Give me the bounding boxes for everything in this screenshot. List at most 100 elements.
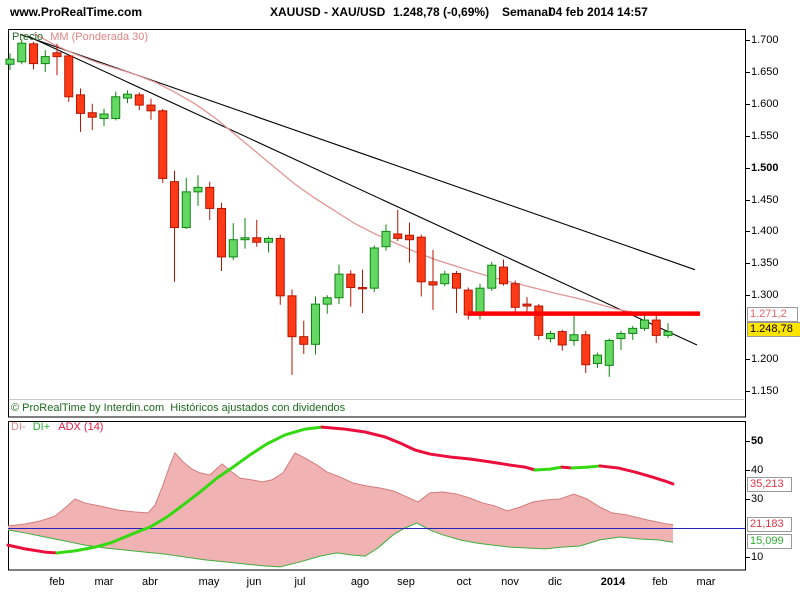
indicator-axis-label: 50 xyxy=(751,435,764,447)
candle-body xyxy=(463,289,473,316)
candle-body xyxy=(29,43,38,65)
timeframe-label: Semanal xyxy=(502,5,552,19)
time-axis-label: dic xyxy=(547,576,563,588)
candle-body xyxy=(87,112,97,118)
indicator-legend: DI- DI+ ADX (14) xyxy=(11,421,103,433)
candle-body xyxy=(663,331,673,336)
candle-body xyxy=(334,273,344,299)
time-axis-label: abr xyxy=(142,576,158,588)
candle-body xyxy=(99,113,109,119)
candle-body xyxy=(369,247,379,289)
candle-body xyxy=(52,52,62,58)
adx-segment-green xyxy=(533,465,564,472)
resistance-price-tag: 1.271,2 xyxy=(747,307,798,322)
indicator-axis-label: 30 xyxy=(751,493,764,505)
adx-segment-red xyxy=(320,425,537,472)
price-series-label: Precio xyxy=(12,31,44,43)
di-minus-label: DI- xyxy=(11,421,26,433)
candle-body xyxy=(381,230,391,248)
di-spread-area xyxy=(8,452,673,567)
candle-body xyxy=(569,334,579,341)
candle-body xyxy=(534,305,544,336)
candle-body xyxy=(64,55,74,98)
indicator-axis-label: 40 xyxy=(751,464,764,476)
price-axis-label: 1.500 xyxy=(751,161,779,174)
time-axis-label: jun xyxy=(246,576,262,588)
candle-body xyxy=(346,273,356,289)
price-axis-label: 1.350 xyxy=(751,257,779,270)
candle-body xyxy=(522,303,532,307)
time-axis-label: feb xyxy=(49,576,65,588)
price-axis-label: 1.400 xyxy=(751,225,779,238)
instrument-label: XAUUSD - XAU/USD xyxy=(270,5,386,19)
candle-body xyxy=(193,186,203,193)
time-axis-label: 2014 xyxy=(600,576,626,588)
time-axis-label: mar xyxy=(94,576,114,588)
price-axis-label: 1.150 xyxy=(751,384,779,397)
time-axis-label: may xyxy=(198,576,220,588)
candle-body xyxy=(134,94,144,106)
candle-body xyxy=(111,96,121,119)
time-axis-label: oct xyxy=(456,576,472,588)
candle-body xyxy=(264,237,273,243)
price-axis-label: 1.650 xyxy=(751,65,779,78)
price-axis-label: 1.200 xyxy=(751,353,779,365)
adx-value-tag: 35,213 xyxy=(747,477,792,492)
adx-segment-green xyxy=(570,464,602,470)
time-axis-label: feb xyxy=(652,576,668,588)
adx-segment-red xyxy=(6,543,59,555)
candle-body xyxy=(123,93,132,99)
candle-body xyxy=(358,287,367,290)
price-axis-label: 1.300 xyxy=(751,289,779,302)
time-axis-label: mar xyxy=(696,576,716,588)
candle-body xyxy=(405,234,414,241)
candle-body xyxy=(440,273,450,285)
candle-body xyxy=(452,273,461,289)
candle-body xyxy=(146,104,156,112)
candle-body xyxy=(628,327,638,334)
indicator-axis-label: 10 xyxy=(751,551,764,563)
last-price-change: 1.248,78 (-0,69%) xyxy=(393,5,490,19)
datetime-label: 04 feb 2014 14:57 xyxy=(549,5,648,19)
candle-body xyxy=(557,331,567,346)
site-label: www.ProRealTime.com xyxy=(10,5,143,19)
candle-body xyxy=(546,332,555,340)
candle-body xyxy=(205,186,215,209)
time-axis-label: jul xyxy=(294,576,306,588)
candle-body xyxy=(593,354,602,364)
candle-body xyxy=(428,281,438,286)
time-axis-label: nov xyxy=(501,576,519,588)
candle-body xyxy=(252,237,262,243)
di-plus-line xyxy=(7,522,674,568)
candle-body xyxy=(487,264,497,289)
di-minus-line xyxy=(7,451,674,527)
candle-body xyxy=(475,287,485,316)
trendline-2[interactable] xyxy=(27,35,698,346)
candle-body xyxy=(287,295,297,338)
candle-body xyxy=(40,56,50,65)
candle-body xyxy=(640,319,649,329)
adx-segment-red xyxy=(560,465,574,470)
wma30-series-label: MM (Ponderada 30) xyxy=(50,31,149,43)
candle-body xyxy=(581,334,591,366)
di-minus-value-tag: 21,183 xyxy=(747,517,792,532)
candle-body xyxy=(510,283,520,308)
indicator-panel-border xyxy=(8,421,746,571)
candle-body xyxy=(17,42,27,63)
price-axis-label: 1.450 xyxy=(751,193,779,206)
candle-body xyxy=(158,110,168,179)
candle-body xyxy=(651,319,661,336)
candle-body xyxy=(322,297,332,305)
di-plus-value-tag: 15,099 xyxy=(747,534,792,549)
price-panel-border xyxy=(8,29,746,418)
candle-body xyxy=(217,207,226,258)
adx-label: ADX (14) xyxy=(58,421,104,433)
price-axis-label: 1.600 xyxy=(751,97,779,110)
candle-body xyxy=(76,94,85,114)
candle-body xyxy=(499,266,508,285)
candle-body xyxy=(299,336,309,345)
candle-body xyxy=(5,58,15,65)
time-axis-label: sep xyxy=(397,576,415,588)
